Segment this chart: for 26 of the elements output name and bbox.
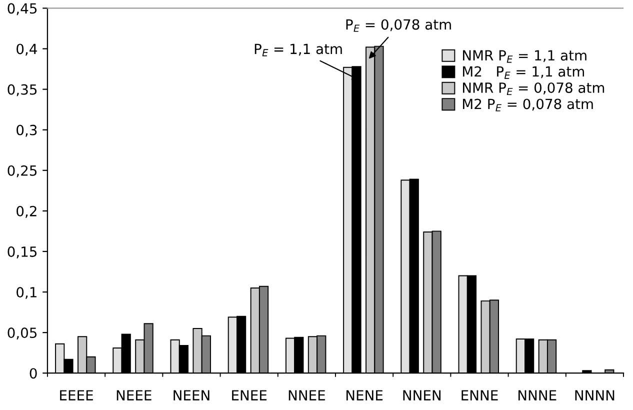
x-tick-label: NNEN xyxy=(403,390,440,400)
x-tick-label: NNNE xyxy=(518,390,556,400)
x-tick-label: NEEN xyxy=(174,390,210,400)
x-tick-label: ENNE xyxy=(462,390,498,400)
legend-label: NMR P$_{E}$ = 1,1 atm xyxy=(462,50,586,63)
y-tick-label: 0 xyxy=(30,368,37,379)
x-tick-label: EEEE xyxy=(60,390,93,400)
legend-label: M2 P$_{E}$ = 1,1 atm xyxy=(462,66,584,79)
y-tick-label: 0,15 xyxy=(8,246,37,258)
annotation: P$_{E}$ = 1,1 atm xyxy=(254,44,342,56)
y-tick-label: 0,3 xyxy=(16,124,37,137)
y-tick-label: 0,35 xyxy=(8,84,37,96)
y-tick-label: 0,05 xyxy=(8,328,37,340)
x-tick-label: ENEE xyxy=(232,390,267,400)
y-tick-label: 0,45 xyxy=(8,3,37,16)
legend-label: M2 P$_{E}$ = 0,078 atm xyxy=(462,98,593,112)
y-tick-label: 0,2 xyxy=(16,206,36,218)
x-tick-label: NEEE xyxy=(116,390,152,400)
x-tick-label: NENE xyxy=(346,390,383,400)
x-tick-label: NNEE xyxy=(288,390,325,400)
y-tick-label: 0,1 xyxy=(16,286,36,299)
annotation: P$_{E}$ = 0,078 atm xyxy=(346,19,451,32)
x-tick-label: NNNN xyxy=(575,390,614,400)
legend-label: NMR P$_{E}$ = 0,078 atm xyxy=(462,82,604,96)
y-tick-label: 0,25 xyxy=(8,165,37,178)
y-tick-label: 0,4 xyxy=(16,44,37,56)
